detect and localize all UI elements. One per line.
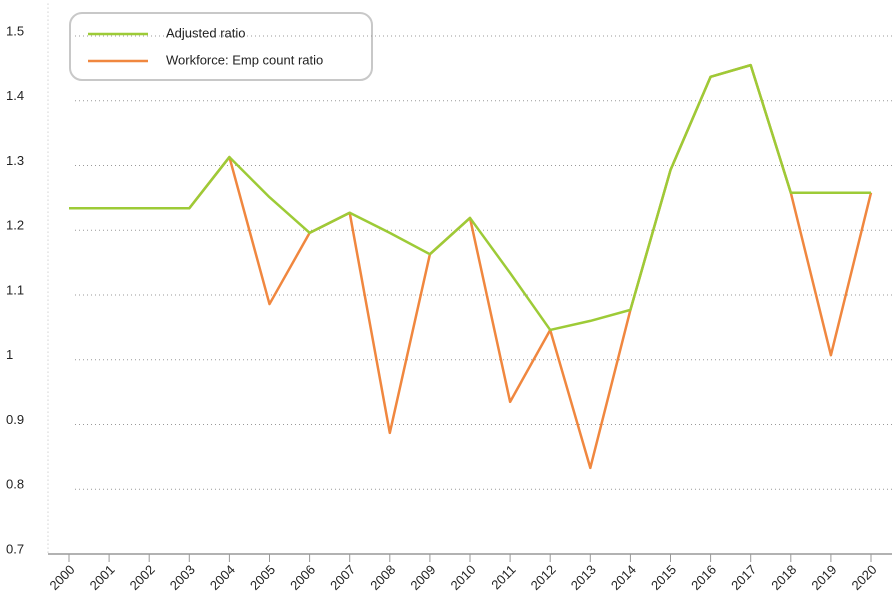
x-tick-label: 2007 bbox=[327, 562, 358, 593]
y-tick-label: 0.9 bbox=[6, 412, 24, 427]
x-tick-label: 2009 bbox=[407, 562, 438, 593]
line bbox=[69, 63, 873, 470]
legend-label: Adjusted ratio bbox=[166, 25, 246, 40]
x-tick-label: 2001 bbox=[87, 562, 118, 593]
x-tick-label: 2012 bbox=[528, 562, 559, 593]
legend-label: Workforce: Emp count ratio bbox=[166, 52, 323, 67]
x-tick-label: 2010 bbox=[447, 562, 478, 593]
line bbox=[69, 63, 871, 332]
x-tick-label: 2000 bbox=[46, 562, 77, 593]
x-tick-label: 2002 bbox=[127, 562, 158, 593]
y-tick-label: 0.7 bbox=[6, 541, 24, 556]
y-tick-label: 1.4 bbox=[6, 88, 24, 103]
x-tick-label: 2015 bbox=[648, 562, 679, 593]
y-tick-label: 1 bbox=[6, 347, 13, 362]
y-tick-label: 1.3 bbox=[6, 153, 24, 168]
x-tick-label: 2019 bbox=[808, 562, 839, 593]
x-tick-label: 2016 bbox=[688, 562, 719, 593]
x-tick-label: 2006 bbox=[287, 562, 318, 593]
x-tick-label: 2011 bbox=[488, 562, 518, 592]
x-tick-label: 2020 bbox=[848, 562, 879, 593]
y-tick-label: 1.5 bbox=[6, 23, 24, 38]
y-tick-label: 1.1 bbox=[6, 282, 24, 297]
y-tick-label: 1.2 bbox=[6, 218, 24, 233]
x-tick-label: 2004 bbox=[207, 562, 238, 593]
x-tick-label: 2013 bbox=[568, 562, 599, 593]
legend-box bbox=[69, 12, 373, 81]
x-tick-label: 2018 bbox=[768, 562, 799, 593]
x-tick-label: 2003 bbox=[167, 562, 198, 593]
y-tick-label: 0.8 bbox=[6, 477, 24, 492]
x-tick-label: 2014 bbox=[608, 562, 639, 593]
x-tick-label: 2017 bbox=[728, 562, 759, 593]
x-tick-label: 2005 bbox=[247, 562, 278, 593]
x-tick-label: 2008 bbox=[367, 562, 398, 593]
